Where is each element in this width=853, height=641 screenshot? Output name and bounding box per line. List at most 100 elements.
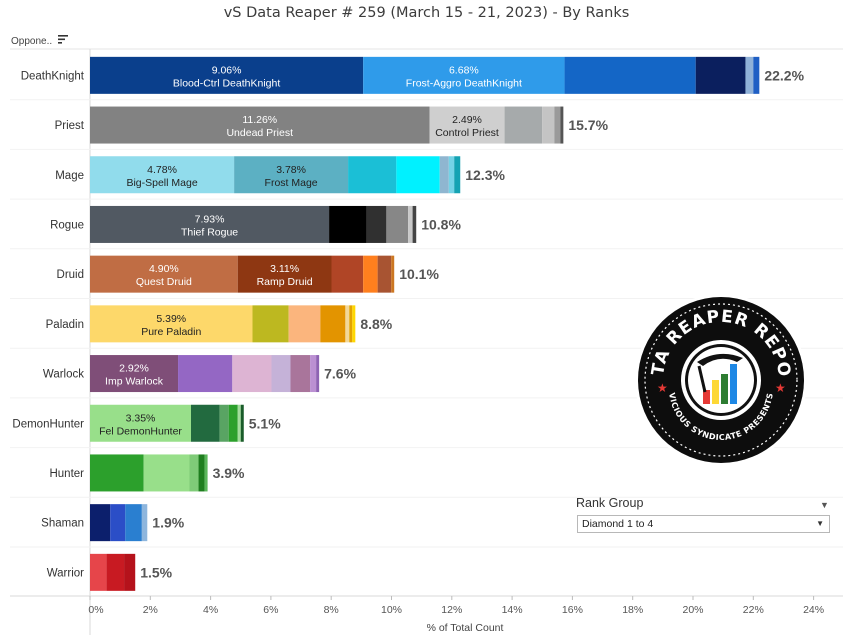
bar-segment [288, 305, 321, 343]
x-tick-label: 8% [324, 604, 339, 616]
bar-segment [234, 156, 349, 194]
x-tick-label: 20% [682, 604, 703, 616]
bar-segment [695, 56, 746, 94]
row-total-label: 10.8% [421, 216, 461, 232]
row-total-label: 1.5% [140, 564, 172, 580]
bar-segment [237, 255, 332, 293]
bar-segment [396, 156, 440, 194]
class-label: Warrior [47, 567, 84, 579]
bar-segment [366, 205, 387, 243]
class-label: DemonHunter [12, 418, 84, 430]
class-label: Paladin [46, 319, 84, 331]
segment-archetype-label: Pure Paladin [141, 326, 201, 338]
segment-percent-label: 2.49% [452, 114, 482, 126]
x-axis-label: % of Total Count [427, 622, 504, 634]
bar-segment [363, 56, 565, 94]
segment-archetype-label: Big-Spell Mage [126, 177, 197, 189]
x-tick-label: 14% [502, 604, 523, 616]
bar-segment [439, 156, 449, 194]
bar-segment [141, 504, 148, 542]
bar-segment [124, 553, 136, 591]
x-tick-label: 16% [562, 604, 583, 616]
bar-segment [310, 355, 317, 393]
x-tick-label: 2% [143, 604, 158, 616]
bar-segment [316, 355, 320, 393]
segment-percent-label: 3.78% [276, 164, 306, 176]
segment-percent-label: 9.06% [212, 64, 242, 76]
bar-segment [204, 454, 208, 492]
bar-segment [90, 454, 144, 492]
bar-segment [106, 553, 125, 591]
sort-icon[interactable] [57, 33, 69, 45]
opponent-header[interactable]: Oppone.. [11, 36, 53, 47]
segment-percent-label: 5.39% [156, 313, 186, 325]
row-total-label: 8.8% [360, 316, 392, 332]
class-label: Warlock [43, 369, 84, 381]
bar-segment [90, 106, 430, 144]
class-label: Rogue [50, 219, 84, 231]
bar-segment [320, 305, 346, 343]
segment-percent-label: 6.68% [449, 64, 479, 76]
row-total-label: 7.6% [324, 366, 356, 382]
bar-segment [143, 454, 190, 492]
bar-segment [90, 255, 238, 293]
segment-archetype-label: Imp Warlock [105, 376, 164, 388]
bar-segment [90, 205, 330, 243]
bar-segment [237, 404, 241, 442]
bar-segment [178, 355, 233, 393]
x-tick-label: 6% [263, 604, 278, 616]
segment-archetype-label: Fel DemonHunter [99, 425, 182, 437]
chevron-down-icon: ▼ [816, 519, 824, 528]
segment-percent-label: 11.26% [242, 114, 277, 126]
bar-segment [232, 355, 272, 393]
x-tick-label: 4% [203, 604, 218, 616]
bar-segment [745, 56, 754, 94]
bar-segment [189, 454, 199, 492]
bar-segment [377, 255, 392, 293]
svg-text:★: ★ [657, 381, 668, 395]
bar-segment [110, 504, 126, 542]
segment-percent-label: 7.93% [195, 213, 225, 225]
x-tick-label: 12% [441, 604, 462, 616]
bar-segment [408, 205, 413, 243]
bar-segment [90, 156, 235, 194]
rank-group-value: Diamond 1 to 4 [582, 518, 654, 530]
bar-segment [90, 404, 192, 442]
row-total-label: 3.9% [213, 465, 245, 481]
bar-segment [90, 56, 364, 94]
bar-segment [240, 404, 244, 442]
bar-segment [228, 404, 238, 442]
class-label: Shaman [41, 518, 84, 530]
row-total-label: 22.2% [764, 67, 804, 83]
bar-segment [429, 106, 505, 144]
segment-archetype-label: Frost-Aggro DeathKnight [406, 77, 522, 89]
class-label: Mage [55, 170, 84, 182]
data-reaper-logo: DATA REAPER REPORT VICIOUS SYNDICATE PRE… [633, 292, 807, 466]
class-label: Druid [57, 269, 84, 281]
bar-segment [191, 404, 220, 442]
segment-archetype-label: Ramp Druid [257, 276, 313, 288]
bar-segment [412, 205, 417, 243]
row-total-label: 12.3% [465, 167, 505, 183]
bar-segment [329, 205, 367, 243]
bar-segment [290, 355, 311, 393]
bar-segment [542, 106, 555, 144]
rank-group-title: Rank Group [576, 496, 644, 510]
bar-segment [219, 404, 229, 442]
row-total-label: 10.1% [399, 266, 439, 282]
row-total-label: 1.9% [152, 515, 184, 531]
segment-archetype-label: Frost Mage [265, 177, 318, 189]
segment-percent-label: 4.78% [147, 164, 177, 176]
rank-group-dropdown[interactable]: Diamond 1 to 4 ▼ [577, 515, 830, 533]
bar-segment [198, 454, 205, 492]
segment-archetype-label: Blood-Ctrl DeathKnight [173, 77, 280, 89]
row-total-label: 5.1% [249, 415, 281, 431]
bar-segment [391, 255, 395, 293]
svg-text:★: ★ [775, 381, 786, 395]
bar-segment [564, 56, 696, 94]
bar-segment [271, 355, 291, 393]
x-tick-label: 10% [381, 604, 402, 616]
bar-segment [554, 106, 561, 144]
rank-group-menu-icon[interactable]: ▼ [820, 500, 829, 510]
